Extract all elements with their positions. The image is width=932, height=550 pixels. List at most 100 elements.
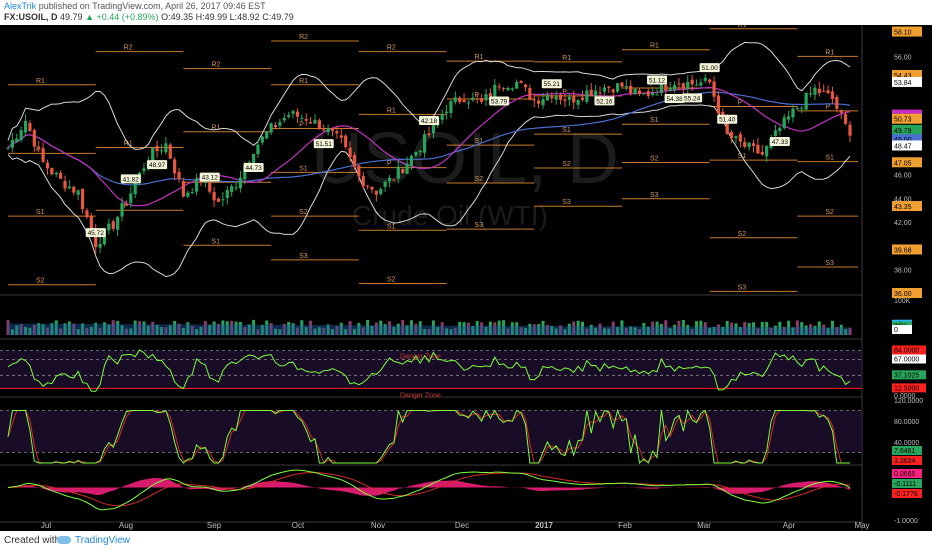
volume-bar: [405, 325, 409, 335]
stoch-tag: [892, 456, 922, 465]
volume-bar: [550, 325, 554, 335]
pivot-label: R1: [299, 78, 308, 85]
candle-body: [835, 96, 839, 109]
price-callout: [594, 96, 615, 106]
author-link[interactable]: AlexTrik: [4, 1, 37, 11]
volume-bar: [423, 329, 427, 335]
candle-body: [594, 90, 598, 97]
price-tag-text: 36.00: [894, 291, 912, 298]
volume-bar: [116, 320, 120, 335]
price-callout: [647, 75, 668, 85]
time-tick: Apr: [783, 521, 796, 530]
pivot-label: R1: [562, 55, 571, 62]
candle-body: [374, 190, 378, 195]
volume-bar: [129, 328, 133, 335]
candle-body: [488, 93, 492, 97]
pivot-label: S3: [475, 222, 484, 229]
candle-body: [361, 176, 365, 187]
volume-bar: [510, 322, 514, 335]
candle-body: [519, 81, 523, 83]
candle-body: [747, 142, 751, 148]
volume-bar: [822, 324, 826, 335]
candle-body: [813, 87, 817, 95]
volume-bar: [458, 321, 462, 335]
price-tag: [892, 288, 922, 298]
symbol-name[interactable]: FX:USOIL, D: [4, 12, 58, 22]
volume-bar: [322, 327, 326, 335]
candle-body: [418, 150, 422, 153]
volume-bar: [247, 324, 251, 335]
volume-bar: [532, 324, 536, 335]
volume-panel: 100K27K22K0: [6, 298, 912, 335]
candle-body: [94, 230, 98, 248]
candle-body: [366, 185, 370, 187]
price-callout-text: 47.33: [772, 139, 789, 146]
volume-bar: [839, 324, 843, 335]
volume-bar: [32, 324, 36, 335]
candle-body: [427, 133, 431, 135]
volume-bar: [98, 328, 102, 335]
price-callout: [419, 115, 439, 125]
volume-bar: [651, 321, 655, 335]
volume-bar: [344, 329, 348, 335]
volume-bar: [414, 323, 418, 335]
volume-bar: [760, 321, 764, 335]
price-tag: [892, 157, 922, 168]
volume-bar: [835, 327, 839, 335]
oscillator-line: [7, 349, 851, 392]
candle-body: [563, 99, 567, 101]
open-value: O:49.35: [161, 12, 194, 22]
candle-body: [708, 79, 712, 83]
macd-tag: [892, 469, 922, 478]
candle-body: [681, 83, 685, 88]
candle-body: [67, 186, 71, 189]
time-tick: Jul: [41, 521, 51, 530]
volume-bar: [655, 321, 659, 335]
candle-body: [111, 221, 115, 229]
candle-body: [383, 181, 387, 187]
volume-bar: [695, 321, 699, 335]
candle-body: [611, 89, 615, 93]
pivot-label: R1: [387, 107, 396, 114]
volume-bar: [199, 326, 203, 335]
volume-bar: [545, 324, 549, 335]
volume-bar: [24, 326, 28, 335]
price-callout: [769, 137, 790, 147]
price-callout-text: 55.21: [544, 81, 561, 88]
volume-average-area: [8, 323, 850, 335]
price-tag: [892, 244, 922, 255]
candle-body: [304, 119, 308, 121]
candle-body: [23, 120, 28, 133]
price-callout: [243, 163, 264, 173]
volume-bar: [791, 327, 795, 335]
candle-body: [348, 147, 352, 157]
osc-tag: [892, 383, 926, 393]
volume-bar: [89, 326, 93, 335]
pivot-label: S1: [825, 155, 834, 162]
price-tick: 42.00: [894, 220, 912, 227]
candle-body: [765, 145, 769, 157]
candle-body: [278, 122, 282, 126]
pivot-label: S1: [650, 117, 659, 124]
volume-bar: [203, 321, 207, 335]
volume-bar: [453, 327, 457, 335]
chart-background: [0, 25, 932, 531]
osc-tag-text: 37.1025: [894, 372, 919, 379]
candle-body: [782, 117, 786, 128]
volume-bar: [159, 327, 163, 335]
volume-bar: [107, 324, 111, 335]
stoch-k-line: [7, 408, 850, 465]
osc-tag: [892, 370, 926, 380]
candle-body: [409, 155, 414, 166]
volume-bar: [146, 325, 150, 335]
candle-body: [392, 179, 396, 181]
tradingview-brand[interactable]: TradingView: [75, 535, 131, 546]
volume-bar: [238, 322, 242, 335]
candle-body: [405, 163, 409, 174]
chart-canvas[interactable]: USOIL, D Crude Oil (WTI) R1PS1S2R2R1PR2R…: [0, 25, 932, 531]
price-tag-text: 58.10: [894, 30, 912, 37]
candle-body: [817, 88, 821, 94]
candle-body: [712, 81, 716, 97]
pivot-label: S3: [738, 284, 747, 291]
candle-body: [686, 81, 690, 90]
